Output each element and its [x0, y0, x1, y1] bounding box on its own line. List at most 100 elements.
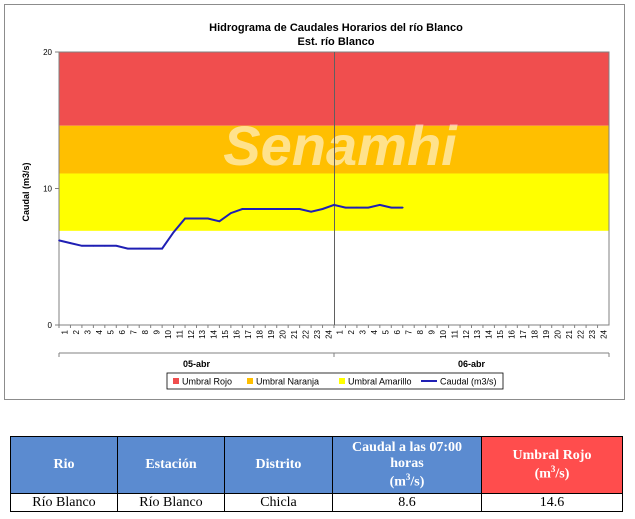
cell-distrito: Chicla [224, 493, 333, 512]
chart-title: Hidrograma de Caudales Horarios del río … [209, 22, 463, 34]
legend-box [166, 372, 504, 390]
y-tick-label: 10 [43, 185, 52, 194]
caudal-point [264, 208, 267, 210]
legend-label: Umbral Naranja [256, 377, 319, 387]
caudal-point [367, 206, 370, 209]
x-tick-label: 23 [588, 329, 597, 338]
x-tick-label: 21 [290, 329, 299, 338]
x-tick-label: 8 [141, 329, 150, 334]
x-tick-label: 14 [485, 329, 494, 338]
caudal-point [115, 245, 118, 247]
caudal-point [92, 245, 95, 247]
x-tick-label: 8 [416, 329, 425, 334]
x-tick-label: 2 [347, 329, 356, 334]
header-caudal-label: Caudal a las 07:00 horas [351, 439, 463, 471]
x-tick-label: 15 [496, 329, 505, 338]
header-umbral-rojo: Umbral Rojo (m3/s) [481, 436, 623, 494]
chart-subtitle: Est. río Blanco [297, 36, 374, 48]
x-tick-label: 17 [519, 329, 528, 338]
x-tick-label: 5 [382, 329, 391, 334]
x-tick-label: 16 [233, 329, 242, 338]
x-tick-label: 9 [427, 329, 436, 334]
caudal-point [58, 239, 60, 242]
station-table: Rio Estación Distrito Caudal a las 07:00… [10, 436, 623, 512]
x-tick-label: 7 [129, 329, 138, 334]
caudal-point [230, 212, 232, 214]
header-umbral-unit-base: (m [534, 466, 551, 482]
x-tick-label: 9 [152, 329, 161, 334]
x-tick-label: 15 [221, 329, 230, 338]
table-header-row: Rio Estación Distrito Caudal a las 07:00… [10, 436, 623, 494]
caudal-point [195, 217, 198, 220]
chart-frame: Senamhi 0 10 20 1 2 3 4 5 6 7 8 9 10 11 12 13 14 15 16 17 18… [4, 4, 625, 400]
x-tick-label: 12 [462, 329, 471, 338]
header-distrito: Distrito [224, 436, 333, 494]
x-tick-label: 10 [164, 329, 173, 338]
x-tick-label: 20 [278, 329, 287, 338]
caudal-point [218, 220, 221, 223]
caudal-point [161, 247, 163, 250]
legend-label: Umbral Rojo [182, 377, 232, 387]
x-tick-label: 6 [393, 329, 402, 334]
x-tick-label: 23 [313, 329, 322, 338]
header-caudal-unit-end: /s) [410, 474, 425, 490]
cell-umbral: 14.6 [481, 493, 623, 512]
x-tick-label: 13 [473, 329, 482, 338]
header-rio: Rio [10, 436, 118, 494]
x-tick-label: 24 [324, 329, 333, 338]
caudal-point [390, 206, 393, 209]
x-tick-label: 10 [439, 329, 448, 338]
x-tick-label: 7 [404, 329, 413, 334]
caudal-point [275, 208, 278, 210]
caudal-point [287, 208, 289, 210]
x-tick-label: 5 [107, 329, 116, 334]
x-tick-label: 21 [565, 329, 574, 338]
x-tick-label: 2 [72, 329, 81, 334]
y-tick-label: 20 [43, 48, 52, 57]
x-tick-label: 11 [450, 329, 459, 338]
x-tick-label: 16 [508, 329, 517, 338]
caudal-point [379, 204, 381, 206]
x-tick-label: 1 [61, 329, 70, 334]
table-row: Río Blanco Río Blanco Chicla 8.6 14.6 [10, 493, 623, 512]
legend-label: Caudal (m3/s) [440, 377, 497, 387]
caudal-point [138, 247, 141, 250]
x-tick-label: 19 [542, 329, 551, 338]
caudal-point [149, 247, 152, 250]
caudal-point [321, 208, 324, 210]
caudal-point [207, 217, 209, 220]
x-tick-label: 13 [198, 329, 207, 338]
caudal-point [333, 204, 335, 206]
x-tick-label: 1 [336, 329, 345, 334]
caudal-point [126, 247, 129, 250]
x-tick-label: 17 [244, 329, 253, 338]
legend-label: Umbral Amarillo [348, 377, 412, 387]
x-tick-label: 19 [267, 329, 276, 338]
legend-swatch [247, 378, 253, 384]
legend-swatch [173, 378, 179, 384]
x-tick-label: 4 [370, 329, 379, 334]
x-tick-label: 18 [531, 329, 540, 338]
caudal-point [356, 206, 358, 209]
caudal-point [298, 208, 301, 210]
cell-estacion: Río Blanco [117, 493, 225, 512]
caudal-point [401, 206, 404, 209]
watermark-text: Senamhi [223, 114, 458, 177]
caudal-point [310, 210, 312, 213]
caudal-point [104, 245, 106, 247]
header-umbral-label: Umbral Rojo [512, 447, 592, 463]
caudal-point [252, 208, 255, 210]
x-tick-label: 20 [553, 329, 562, 338]
x-tick-label: 3 [84, 329, 93, 334]
header-caudal-unit-exp: 3 [405, 471, 411, 482]
x-tick-label: 22 [576, 329, 585, 338]
x-tick-label: 18 [256, 329, 265, 338]
header-caudal: Caudal a las 07:00 horas (m3/s) [332, 436, 482, 494]
caudal-point [81, 245, 83, 247]
y-axis-label: Caudal (m3/s) [21, 162, 31, 221]
x-tick-label: 3 [359, 329, 368, 334]
day-label: 05-abr [183, 359, 211, 369]
header-umbral-unit-exp: 3 [550, 463, 556, 474]
x-tick-label: 11 [175, 329, 184, 338]
